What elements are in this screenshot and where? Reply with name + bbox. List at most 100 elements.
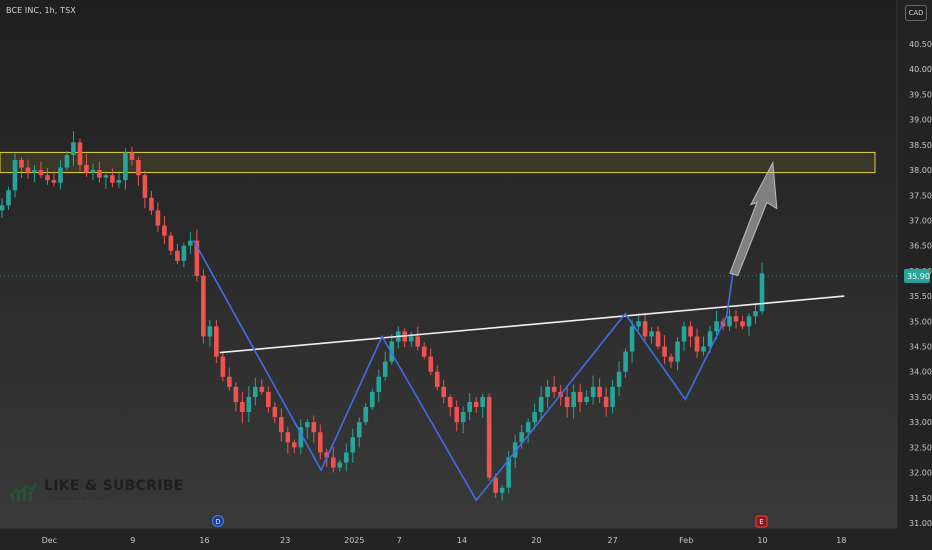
candle-body: [175, 250, 180, 261]
candle-body: [551, 386, 557, 392]
candle-body: [545, 386, 550, 397]
dividend-marker-icon: [212, 515, 224, 527]
candle-body: [317, 432, 323, 453]
candle-body: [740, 321, 745, 327]
candle-body: [382, 361, 388, 377]
candle-body: [356, 422, 362, 438]
candle-body: [389, 341, 395, 362]
candle-body: [272, 407, 278, 418]
price-tick-label: 33.50: [909, 393, 932, 402]
price-tick-label: 39.00: [909, 116, 932, 125]
candle-body: [240, 401, 245, 413]
candle-body: [19, 159, 24, 168]
candle-body: [675, 341, 680, 362]
candle-body: [681, 326, 687, 342]
candle-body: [480, 396, 485, 408]
time-tick-label: 18: [836, 536, 846, 545]
candle-body: [512, 442, 518, 458]
currency-button[interactable]: CAD: [905, 5, 927, 21]
candle-body: [454, 407, 460, 423]
chart-title: BCE INC, 1h, TSX: [6, 6, 76, 15]
time-tick-label: 9: [130, 536, 135, 545]
price-tag: [904, 268, 930, 283]
candle-body: [0, 205, 5, 211]
price-tick-label: 39.50: [909, 90, 932, 99]
candle-body: [629, 326, 635, 352]
candle-body: [415, 336, 421, 347]
candle-body: [64, 154, 70, 168]
candle-body: [584, 396, 589, 402]
candle-body: [603, 396, 609, 408]
candle-body: [227, 376, 232, 387]
price-tick-label: 37.50: [909, 191, 932, 200]
candle-body: [6, 190, 11, 206]
candle-body: [259, 386, 265, 392]
candle-body: [324, 452, 330, 458]
candle-body: [486, 396, 492, 478]
earnings-marker-label: E: [759, 518, 763, 526]
time-tick-label: 16: [199, 536, 209, 545]
candle-body: [149, 197, 154, 211]
time-tick-label: 23: [280, 536, 290, 545]
price-tick-label: 34.00: [909, 368, 932, 377]
candle-body: [610, 386, 615, 408]
candle-body: [311, 422, 317, 433]
price-tick-label: 31.50: [909, 494, 932, 503]
time-tick-label: 27: [608, 536, 618, 545]
price-tick-label: 40.00: [909, 65, 932, 74]
candle-body: [493, 477, 498, 493]
price-tick-label: 32.00: [909, 469, 932, 478]
candle-body: [623, 351, 628, 372]
price-tick-label: 38.50: [909, 141, 932, 150]
candle-body: [434, 371, 440, 387]
price-tick-label: 37.00: [909, 216, 932, 225]
candle-body: [571, 391, 576, 408]
candle-body: [90, 170, 96, 173]
time-tick-label: Dec: [42, 536, 57, 545]
candle-body: [759, 273, 765, 312]
candle-body: [110, 175, 115, 183]
candle-body: [214, 326, 219, 357]
price-tick-label: 31.00: [909, 519, 932, 528]
candle-body: [71, 142, 76, 155]
candle-body: [45, 175, 50, 181]
candle-body: [279, 417, 284, 433]
candle-body: [201, 275, 206, 337]
price-tick-label: 40.50: [909, 40, 932, 49]
candle-body: [142, 175, 148, 198]
candle-body: [51, 180, 57, 183]
candle-body: [129, 152, 135, 160]
candle-body: [421, 346, 427, 357]
candle-body: [84, 165, 89, 173]
candle-body: [136, 159, 141, 176]
candle-body: [363, 407, 369, 423]
candle-body: [707, 331, 713, 347]
candle-body: [473, 401, 479, 408]
time-tick-label: 10: [757, 536, 767, 545]
time-tick-label: 14: [457, 536, 467, 545]
candle-body: [194, 240, 200, 276]
candle-body: [506, 457, 511, 488]
price-tick-label: 36.50: [909, 242, 932, 251]
candle-body: [668, 356, 674, 362]
candle-body: [350, 437, 356, 453]
candle-body: [337, 462, 343, 468]
candle-body: [103, 175, 109, 178]
price-tick-label: 38.00: [909, 166, 932, 175]
candle-body: [168, 235, 174, 251]
candle-body: [304, 422, 310, 428]
candle-body: [207, 326, 213, 337]
candle-body: [58, 167, 63, 183]
candle-body: [441, 386, 447, 397]
candle-body: [285, 432, 291, 443]
candle-body: [525, 422, 531, 433]
candle-body: [649, 331, 654, 337]
candle-body: [733, 316, 739, 322]
time-tick-label: 2025: [344, 536, 364, 545]
candle-body: [369, 391, 375, 408]
earnings-marker-icon: [755, 515, 768, 528]
time-axis-panel: [0, 528, 932, 550]
candle-body: [642, 321, 648, 337]
